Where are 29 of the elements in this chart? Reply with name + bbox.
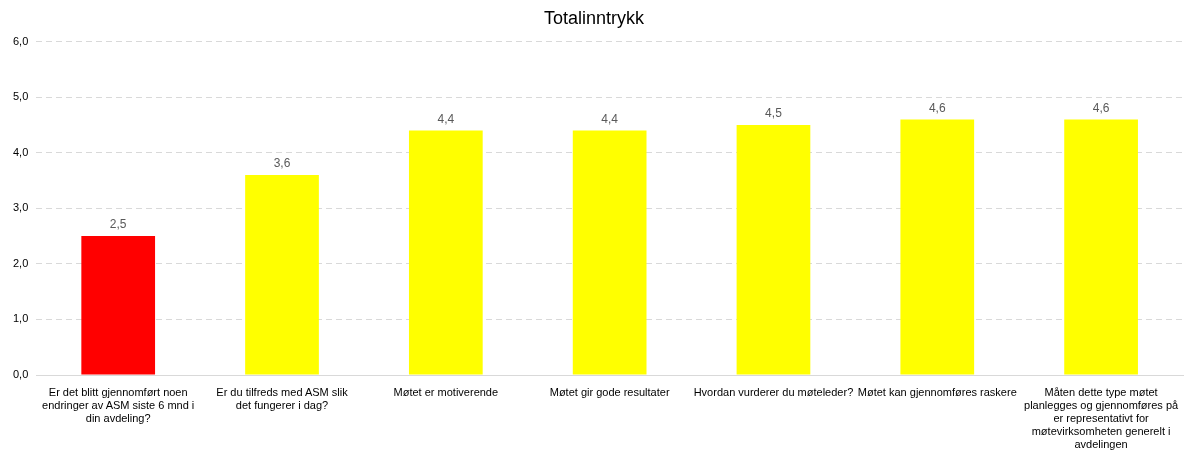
y-tick-label: 4,0 [12,145,29,158]
data-label: 4,5 [765,106,783,121]
data-label: 3,6 [273,156,291,171]
y-tick-label: 1,0 [12,312,29,325]
x-tick-label: Møtet gir gode resultater [549,385,670,398]
bar [408,130,483,375]
y-tick-label: 3,0 [12,201,29,214]
y-tick-label: 6,0 [12,34,29,47]
x-tick-label: Er du tilfreds med ASM slik det fungerer i dag? [216,385,349,411]
bar [1064,119,1138,375]
bar [81,236,156,375]
y-tick-label: 0,0 [12,368,29,381]
bar [900,119,975,375]
data-label: 4,6 [1092,100,1110,115]
x-tick-label: Hvordan vurderer du møteleder? [693,385,854,398]
bar [736,124,811,375]
bar [572,130,647,375]
x-tick-label: Er det blitt gjennomført noen endringer av ASM siste 6 mnd i din avdeling? [42,385,195,425]
data-label: 4,4 [437,111,455,126]
chart-title: Totalinntrykk [543,7,646,28]
x-tick-label: Møtet er motiverende [393,385,499,398]
x-tick-label: Møtet kan gjennomføres raskere [857,385,1017,398]
x-tick-label: Måten dette type møtet planlegges og gjennomføres på er representativt for møtevirksomheten generelt i avdelingen [1024,385,1180,451]
bar [245,174,319,375]
data-label: 4,6 [928,100,946,115]
y-tick-label: 5,0 [12,90,29,103]
y-tick-label: 2,0 [12,256,29,269]
data-label: 4,4 [601,111,619,126]
data-label: 2,5 [109,217,127,232]
